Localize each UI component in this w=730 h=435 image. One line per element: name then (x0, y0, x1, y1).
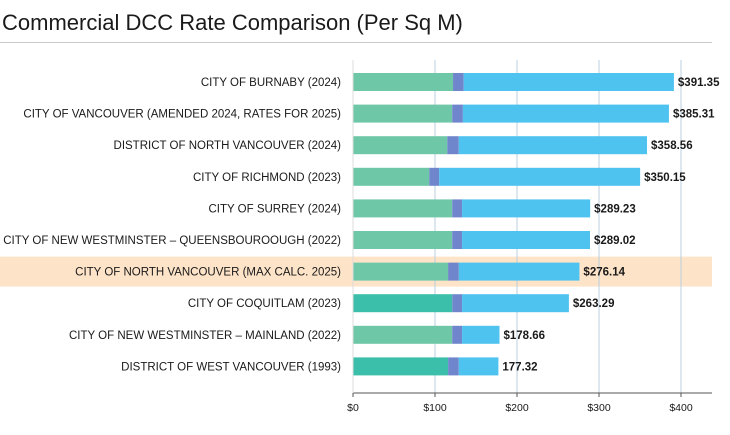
bar-segment-2-row-9 (452, 325, 463, 344)
bar-segment-1-row-7 (353, 262, 449, 281)
category-label: DISTRICT OF WEST VANCOUVER (1993) (121, 361, 341, 373)
category-label: CITY OF NORTH VANCOUVER (MAX CALC. 2025) (75, 267, 341, 279)
chart-title: Commercial DCC Rate Comparison (Per Sq M… (2, 10, 463, 35)
x-tick-label: $400 (669, 402, 693, 414)
bar-segment-3-row-10 (458, 357, 499, 376)
category-label: CITY OF BURNABY (2024) (201, 77, 341, 89)
bar-segment-1-row-8 (353, 294, 453, 313)
category-label: CITY OF SURREY (2024) (208, 203, 341, 215)
total-value-label: $178.66 (504, 330, 546, 342)
bar-segment-3-row-4 (439, 167, 641, 186)
bar-segment-3-row-9 (462, 325, 500, 344)
bar-segment-3-row-5 (462, 199, 591, 218)
bar-segment-1-row-1 (353, 73, 454, 91)
bar-segment-1-row-6 (353, 231, 453, 249)
bar-segment-3-row-1 (463, 73, 674, 91)
category-label: CITY OF RICHMOND (2023) (193, 172, 341, 184)
x-tick-label: $300 (587, 402, 611, 414)
category-label: CITY OF NEW WESTMINSTER – QUEENSBOUROOUG… (3, 235, 341, 247)
bar-segment-2-row-1 (453, 73, 464, 91)
title-divider (0, 42, 712, 43)
total-value-label: $289.23 (594, 203, 636, 215)
total-value-label: $385.31 (673, 109, 715, 121)
bar-segment-2-row-7 (448, 262, 459, 281)
bar-segment-1-row-2 (353, 104, 453, 123)
category-label: CITY OF NEW WESTMINSTER – MAINLAND (2022… (69, 330, 341, 342)
x-tick-label: $200 (505, 402, 529, 414)
bar-segment-3-row-8 (462, 294, 569, 313)
x-tick-label: $0 (347, 402, 359, 414)
bar-segment-1-row-4 (353, 167, 430, 186)
bar-segment-2-row-4 (429, 167, 440, 186)
total-value-label: 177.32 (502, 361, 537, 373)
total-value-label: $276.14 (583, 267, 625, 279)
bar-segment-1-row-3 (353, 136, 448, 155)
total-value-label: $289.02 (594, 235, 636, 247)
bar-segment-3-row-2 (462, 104, 669, 123)
bar-segment-1-row-9 (353, 325, 453, 344)
bar-segment-3-row-3 (458, 136, 648, 155)
category-label: DISTRICT OF NORTH VANCOUVER (2024) (114, 140, 342, 152)
x-tick-label: $100 (423, 402, 447, 414)
bar-segment-2-row-8 (452, 294, 463, 313)
total-value-label: $391.35 (678, 77, 720, 89)
bar-segment-2-row-5 (452, 199, 463, 218)
total-value-label: $350.15 (644, 172, 686, 184)
total-value-label: $263.29 (573, 298, 615, 310)
bar-segment-2-row-6 (452, 231, 463, 249)
category-label: CITY OF COQUITLAM (2023) (188, 298, 341, 310)
bar-segment-2-row-10 (448, 357, 459, 376)
bar-segment-3-row-6 (462, 231, 590, 249)
bar-segment-3-row-7 (458, 262, 580, 281)
bar-segment-1-row-10 (353, 357, 449, 376)
category-label: CITY OF VANCOUVER (AMENDED 2024, RATES F… (23, 109, 341, 121)
bar-segment-1-row-5 (353, 199, 453, 218)
total-value-label: $358.56 (651, 140, 693, 152)
bar-segment-2-row-3 (447, 136, 459, 155)
bar-segment-2-row-2 (452, 104, 463, 123)
